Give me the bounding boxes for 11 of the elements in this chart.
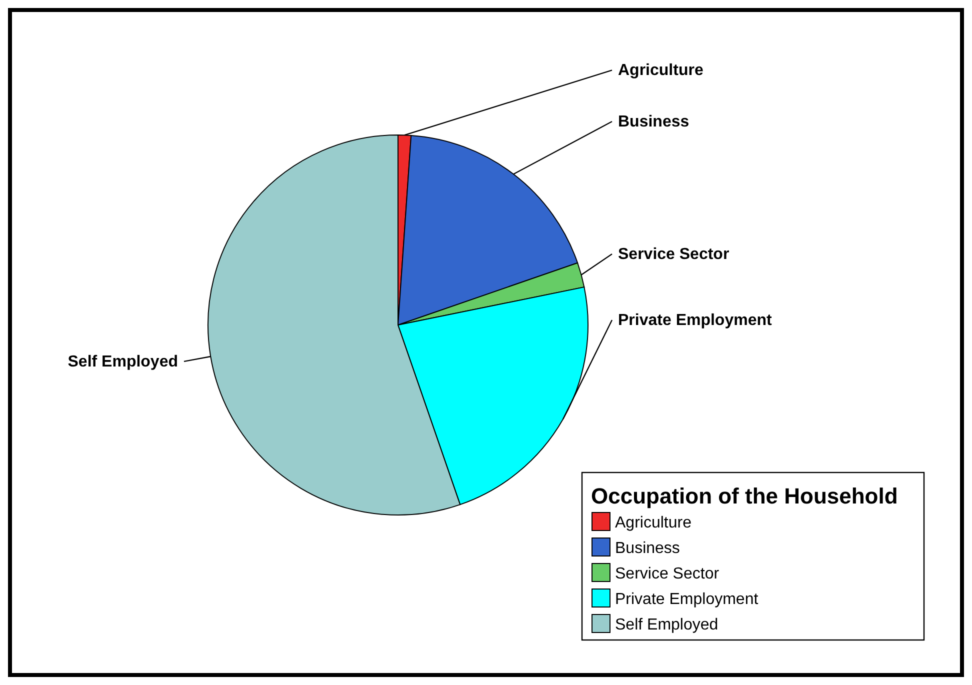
legend-label: Private Employment xyxy=(615,591,759,608)
slice-label: Private Employment xyxy=(618,312,772,329)
slice-label: Service Sector xyxy=(618,246,730,264)
slice-label: Self Employed xyxy=(68,353,178,370)
legend-label: Self Employed xyxy=(615,616,718,634)
legend-label: Business xyxy=(615,540,680,557)
slice-label: Agriculture xyxy=(618,62,704,80)
legend-title: Occupation of the Household xyxy=(591,484,898,508)
legend-label: Agriculture xyxy=(615,514,692,532)
legend-label: Service Sector xyxy=(615,566,720,582)
slice-label: Business xyxy=(618,114,690,130)
